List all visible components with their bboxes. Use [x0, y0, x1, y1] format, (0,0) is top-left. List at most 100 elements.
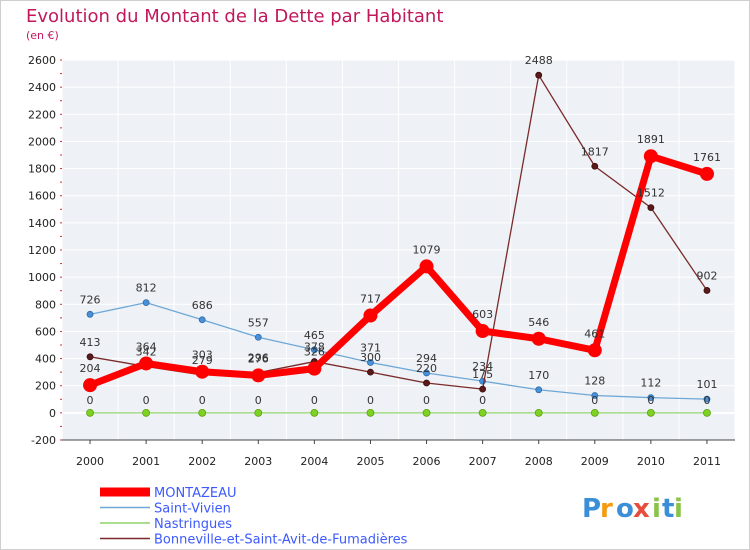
- data-label: 204: [80, 362, 101, 375]
- chart-title: Evolution du Montant de la Dette par Hab…: [26, 6, 443, 27]
- data-point: [198, 316, 206, 324]
- data-label: 101: [696, 378, 717, 391]
- data-point: [699, 166, 714, 181]
- data-point: [591, 392, 599, 399]
- y-tick-label: 1600: [28, 190, 56, 203]
- data-point: [310, 408, 319, 417]
- series-layer: [83, 71, 714, 417]
- data-point: [423, 379, 430, 387]
- logo-letter: i: [674, 494, 683, 524]
- data-point: [86, 353, 94, 361]
- y-tick-label: 1800: [28, 163, 56, 176]
- x-tick-label: 2002: [188, 455, 216, 468]
- data-label: 0: [311, 394, 318, 407]
- y-tick-label: 400: [35, 353, 56, 366]
- data-point: [195, 364, 210, 379]
- data-label: 276: [248, 352, 269, 365]
- y-tick-label: 2400: [28, 81, 56, 94]
- x-tick-label: 2010: [637, 455, 665, 468]
- data-point: [591, 162, 599, 170]
- data-label: 812: [136, 282, 157, 295]
- data-label: 378: [304, 341, 325, 354]
- data-point: [647, 394, 655, 402]
- data-point: [198, 408, 207, 417]
- data-label: 220: [416, 362, 437, 375]
- data-label: 342: [136, 345, 157, 358]
- data-label: 170: [528, 369, 549, 382]
- data-point: [703, 395, 711, 403]
- data-label: 461: [584, 327, 605, 340]
- data-label: 0: [87, 394, 94, 407]
- y-tick-label: 2000: [28, 135, 56, 148]
- data-label: 303: [192, 349, 213, 362]
- data-point: [83, 378, 98, 393]
- data-label: 0: [703, 394, 710, 407]
- data-label: 1761: [693, 151, 721, 164]
- y-tick-label: 600: [35, 325, 56, 338]
- x-tick-label: 2003: [244, 455, 272, 468]
- data-label: 413: [80, 336, 101, 349]
- data-point: [419, 259, 434, 274]
- x-tick-label: 2001: [132, 455, 160, 468]
- x-axis: 2000 2001 2002 2003 2004 2005 2006 2007 2008 2009…: [62, 439, 735, 468]
- x-tick-label: 2006: [413, 455, 441, 468]
- data-point: [310, 346, 318, 354]
- proxiti-logo: Pr o x i t i: [582, 494, 683, 524]
- data-point: [703, 287, 711, 294]
- data-point: [531, 331, 546, 346]
- legend-label: MONTAZEAU: [154, 486, 237, 501]
- y-tick-label: -200: [31, 434, 56, 447]
- y-tick-label: 2200: [28, 108, 56, 121]
- data-label: 294: [416, 352, 437, 365]
- data-label: 0: [647, 394, 654, 407]
- y-tick-label: 200: [35, 380, 56, 393]
- x-tick-label: 2007: [469, 455, 497, 468]
- data-label: 726: [80, 293, 101, 306]
- data-point: [366, 408, 375, 417]
- data-labels: 726 812 686 557 465 371 294 234 170 128 112 101 0 0 0 0…: [80, 54, 721, 407]
- data-label: 371: [360, 342, 381, 355]
- legend-label: Saint-Vivien: [154, 502, 231, 517]
- data-label: 296: [248, 352, 269, 365]
- data-point: [142, 408, 151, 417]
- logo-letter: i: [652, 494, 661, 524]
- data-label: 175: [472, 368, 493, 381]
- data-point: [422, 408, 431, 417]
- data-point: [535, 71, 543, 79]
- y-tick-label: 800: [35, 298, 56, 311]
- data-point: [423, 369, 430, 377]
- data-label: 0: [423, 394, 430, 407]
- series-line-1: [89, 302, 708, 400]
- data-point: [367, 368, 374, 376]
- data-label: 0: [199, 394, 206, 407]
- data-point: [139, 356, 154, 371]
- x-tick-label: 2009: [581, 455, 609, 468]
- data-label: 0: [479, 394, 486, 407]
- data-label: 279: [192, 354, 213, 367]
- data-label: 326: [304, 346, 325, 359]
- data-label: 0: [591, 394, 598, 407]
- data-label: 1079: [413, 243, 441, 256]
- data-point: [475, 324, 490, 339]
- x-tick-label: 2005: [356, 455, 384, 468]
- data-label: 546: [528, 316, 549, 329]
- data-point: [479, 385, 487, 393]
- data-label: 364: [136, 340, 157, 353]
- logo-letter: P: [582, 494, 601, 524]
- data-label: 0: [255, 394, 262, 407]
- data-point: [703, 408, 711, 417]
- logo-letter: t: [662, 494, 674, 524]
- data-label: 112: [640, 377, 661, 390]
- data-point: [251, 368, 266, 383]
- data-point: [535, 386, 543, 394]
- y-tick-label: 1200: [28, 244, 56, 257]
- data-label: 686: [192, 299, 213, 312]
- y-tick-label: 1400: [28, 217, 56, 230]
- chart-subtitle: (en €): [26, 29, 59, 42]
- legend-label: Nastringues: [154, 517, 232, 532]
- y-tick-label: 1000: [28, 271, 56, 284]
- data-label: 603: [472, 308, 493, 321]
- y-tick-label: 0: [49, 407, 56, 420]
- x-tick-label: 2000: [76, 455, 104, 468]
- data-label: 465: [304, 329, 325, 342]
